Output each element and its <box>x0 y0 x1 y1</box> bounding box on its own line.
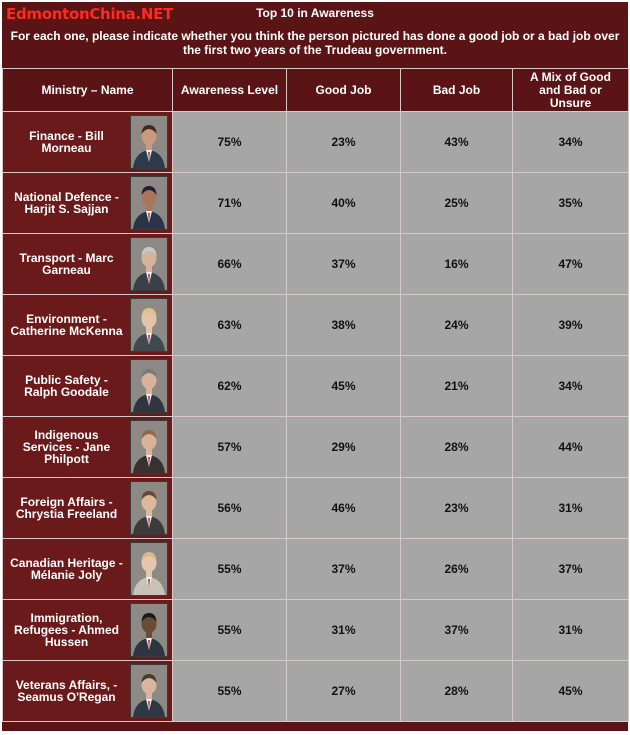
portrait-photo <box>130 542 168 596</box>
bad-job-value: 28% <box>400 660 513 722</box>
portrait-photo <box>130 481 168 535</box>
bad-job-value: 23% <box>400 477 513 539</box>
header-row: Ministry – Name Awareness Level Good Job… <box>2 68 629 112</box>
question-text: For each one, please indicate whether yo… <box>10 29 620 57</box>
ministry-name-cell: Veterans Affairs, - Seamus O'Regan <box>2 660 173 722</box>
results-table: Ministry – Name Awareness Level Good Job… <box>2 68 629 722</box>
table-row: Indigenous Services - Jane Philpott 57% … <box>2 416 629 478</box>
ministry-name-cell: Immigration, Refugees - Ahmed Hussen <box>2 599 173 661</box>
ministry-name: Indigenous Services - Jane Philpott <box>22 428 111 466</box>
portrait-photo <box>130 664 168 718</box>
table-row: Immigration, Refugees - Ahmed Hussen 55%… <box>2 599 629 661</box>
watermark: EdmontonChina.NET <box>6 5 174 23</box>
bad-job-value: 28% <box>400 416 513 478</box>
good-job-value: 46% <box>286 477 401 539</box>
column-header-mix: A Mix of Good and Bad or Unsure <box>512 68 629 112</box>
table-row: Environment - Catherine McKenna 63% 38% … <box>2 294 629 356</box>
ministry-name: Immigration, Refugees - Ahmed Hussen <box>14 611 119 649</box>
table-row: Finance - Bill Morneau 75% 23% 43% 34% <box>2 111 629 173</box>
mix-value: 45% <box>512 660 629 722</box>
mix-value: 34% <box>512 111 629 173</box>
portrait-photo <box>130 115 168 169</box>
good-job-value: 29% <box>286 416 401 478</box>
mix-value: 39% <box>512 294 629 356</box>
good-job-value: 27% <box>286 660 401 722</box>
good-job-value: 37% <box>286 233 401 295</box>
ministry-name: Canadian Heritage - Mélanie Joly <box>10 556 123 582</box>
header: EdmontonChina.NET Top 10 in Awareness Fo… <box>2 2 628 68</box>
mix-value: 35% <box>512 172 629 234</box>
table-row: Public Safety - Ralph Goodale 62% 45% 21… <box>2 355 629 417</box>
good-job-value: 45% <box>286 355 401 417</box>
table-row: Transport - Marc Garneau 66% 37% 16% 47% <box>2 233 629 295</box>
ministry-name: Environment - Catherine McKenna <box>10 312 123 338</box>
column-header-good-job: Good Job <box>286 68 401 112</box>
portrait-photo <box>130 420 168 474</box>
ministry-name: Foreign Affairs - Chrystia Freeland <box>15 495 118 521</box>
ministry-name: Transport - Marc Garneau <box>19 251 114 277</box>
good-job-value: 31% <box>286 599 401 661</box>
good-job-value: 37% <box>286 538 401 600</box>
table-row: Veterans Affairs, - Seamus O'Regan 55% 2… <box>2 660 629 722</box>
bad-job-value: 37% <box>400 599 513 661</box>
ministry-name-cell: Foreign Affairs - Chrystia Freeland <box>2 477 173 539</box>
good-job-value: 38% <box>286 294 401 356</box>
awareness-value: 66% <box>172 233 287 295</box>
awareness-value: 71% <box>172 172 287 234</box>
bad-job-value: 16% <box>400 233 513 295</box>
mix-value: 31% <box>512 477 629 539</box>
portrait-photo <box>130 237 168 291</box>
mix-value: 37% <box>512 538 629 600</box>
page-title: Top 10 in Awareness <box>256 6 374 20</box>
ministry-name: Finance - Bill Morneau <box>29 129 104 155</box>
awareness-value: 55% <box>172 660 287 722</box>
ministry-name: Public Safety - Ralph Goodale <box>24 373 109 399</box>
table-row: National Defence - Harjit S. Sajjan 71% … <box>2 172 629 234</box>
awareness-value: 55% <box>172 599 287 661</box>
bad-job-value: 25% <box>400 172 513 234</box>
portrait-photo <box>130 359 168 413</box>
awareness-value: 75% <box>172 111 287 173</box>
awareness-value: 63% <box>172 294 287 356</box>
awareness-value: 55% <box>172 538 287 600</box>
table-row: Canadian Heritage - Mélanie Joly 55% 37%… <box>2 538 629 600</box>
portrait-photo <box>130 603 168 657</box>
bad-job-value: 21% <box>400 355 513 417</box>
mix-value: 31% <box>512 599 629 661</box>
ministry-name-cell: National Defence - Harjit S. Sajjan <box>2 172 173 234</box>
ministry-name-cell: Canadian Heritage - Mélanie Joly <box>2 538 173 600</box>
table-body: Finance - Bill Morneau 75% 23% 43% 34% <box>2 111 629 722</box>
ministry-name-cell: Environment - Catherine McKenna <box>2 294 173 356</box>
ministry-name: Veterans Affairs, - Seamus O'Regan <box>15 678 118 704</box>
bad-job-value: 24% <box>400 294 513 356</box>
ministry-name: National Defence - Harjit S. Sajjan <box>14 190 119 216</box>
mix-value: 44% <box>512 416 629 478</box>
table-row: Foreign Affairs - Chrystia Freeland 56% … <box>2 477 629 539</box>
portrait-photo <box>130 176 168 230</box>
ministry-name-cell: Transport - Marc Garneau <box>2 233 173 295</box>
mix-value: 47% <box>512 233 629 295</box>
good-job-value: 23% <box>286 111 401 173</box>
mix-value: 34% <box>512 355 629 417</box>
column-header-awareness: Awareness Level <box>172 68 287 112</box>
awareness-value: 56% <box>172 477 287 539</box>
ministry-name-cell: Finance - Bill Morneau <box>2 111 173 173</box>
bad-job-value: 43% <box>400 111 513 173</box>
column-header-bad-job: Bad Job <box>400 68 513 112</box>
bad-job-value: 26% <box>400 538 513 600</box>
column-header-ministry: Ministry – Name <box>2 68 173 112</box>
portrait-photo <box>130 298 168 352</box>
awareness-value: 57% <box>172 416 287 478</box>
ministry-name-cell: Indigenous Services - Jane Philpott <box>2 416 173 478</box>
awareness-value: 62% <box>172 355 287 417</box>
ministry-name-cell: Public Safety - Ralph Goodale <box>2 355 173 417</box>
good-job-value: 40% <box>286 172 401 234</box>
